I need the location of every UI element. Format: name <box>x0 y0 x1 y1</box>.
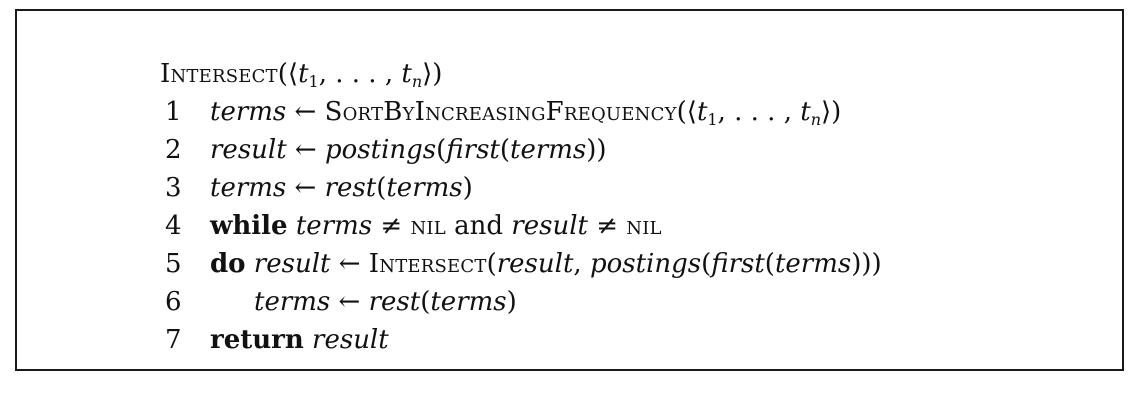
code-line-6: 6 terms ← rest(terms) <box>160 283 882 321</box>
pseudocode-listing: Intersect(⟨t1, . . . , tn⟩) 1 terms ← Sor… <box>160 55 882 359</box>
code-line-5: 5 do result ← Intersect(result, postings(… <box>160 245 882 283</box>
algorithm-header: Intersect(⟨t1, . . . , tn⟩) <box>160 59 443 91</box>
line-number: 3 <box>165 173 182 203</box>
code-line-2: 2 result ← postings(first(terms)) <box>160 131 882 169</box>
line-number: 5 <box>165 249 182 279</box>
line-number: 1 <box>165 97 182 127</box>
line-number: 2 <box>165 135 182 165</box>
code-line-1: 1 terms ← SortByIncreasingFrequency(⟨t1, … <box>160 93 882 131</box>
function-name: Intersect <box>160 59 278 89</box>
code-line-4: 4 while terms ≠ nil and result ≠ nil <box>160 207 882 245</box>
algorithm-box <box>15 9 1124 371</box>
line-number: 7 <box>165 325 182 355</box>
line-number: 6 <box>165 287 182 317</box>
line-number: 4 <box>165 211 182 241</box>
code-line-3: 3 terms ← rest(terms) <box>160 169 882 207</box>
code-line-7: 7 return result <box>160 321 882 359</box>
